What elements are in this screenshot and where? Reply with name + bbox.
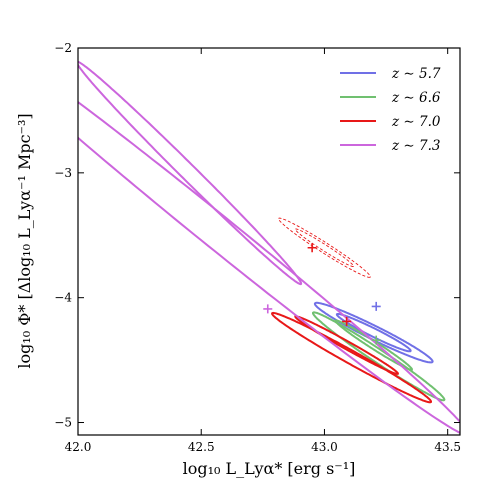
axis-ticks: 42.0 42.5 43.0 43.5 −5 −4 −3 −2 (54, 41, 461, 454)
best-fit-marker-1 (371, 335, 381, 345)
contour-series-1-1 (334, 319, 413, 371)
contour-series-2-3 (294, 228, 354, 267)
extra-marker-2 (307, 243, 317, 253)
legend-label-0: z ∼ 5.7 (391, 66, 441, 82)
legend-label-3: z ∼ 7.3 (391, 138, 440, 154)
contour-series-2-2 (278, 217, 371, 278)
contour-series-2-1 (294, 315, 399, 375)
best-fit-marker-2 (342, 316, 352, 326)
legend: z ∼ 5.7 z ∼ 6.6 z ∼ 7.0 z ∼ 7.3 (340, 66, 441, 154)
x-tick-label: 42.0 (65, 440, 92, 454)
best-fit-markers (263, 243, 381, 345)
contour-series-3-0 (78, 100, 460, 434)
contour-series-0-0 (313, 301, 434, 364)
contour-series-3-1 (78, 60, 303, 286)
plot-frame (77, 47, 461, 436)
y-tick-label: −5 (54, 416, 72, 430)
y-axis-label: log₁₀ Φ* [Δlog₁₀ L_Lyα⁻¹ Mpc⁻³] (15, 113, 34, 368)
legend-label-2: z ∼ 7.0 (391, 114, 441, 130)
contour-series-0-1 (335, 313, 412, 353)
plot-background (78, 48, 460, 435)
contour-layer (78, 60, 460, 434)
x-axis-label: log₁₀ L_Lyα* [erg s⁻¹] (183, 459, 356, 478)
best-fit-marker-3 (263, 304, 273, 314)
legend-label-1: z ∼ 6.6 (391, 90, 441, 106)
x-tick-label: 43.0 (311, 440, 338, 454)
y-tick-label: −4 (54, 291, 72, 305)
y-tick-label: −2 (54, 41, 72, 55)
best-fit-marker-0 (371, 301, 381, 311)
y-tick-label: −3 (54, 166, 72, 180)
x-tick-label: 43.5 (434, 440, 461, 454)
x-tick-label: 42.5 (188, 440, 215, 454)
